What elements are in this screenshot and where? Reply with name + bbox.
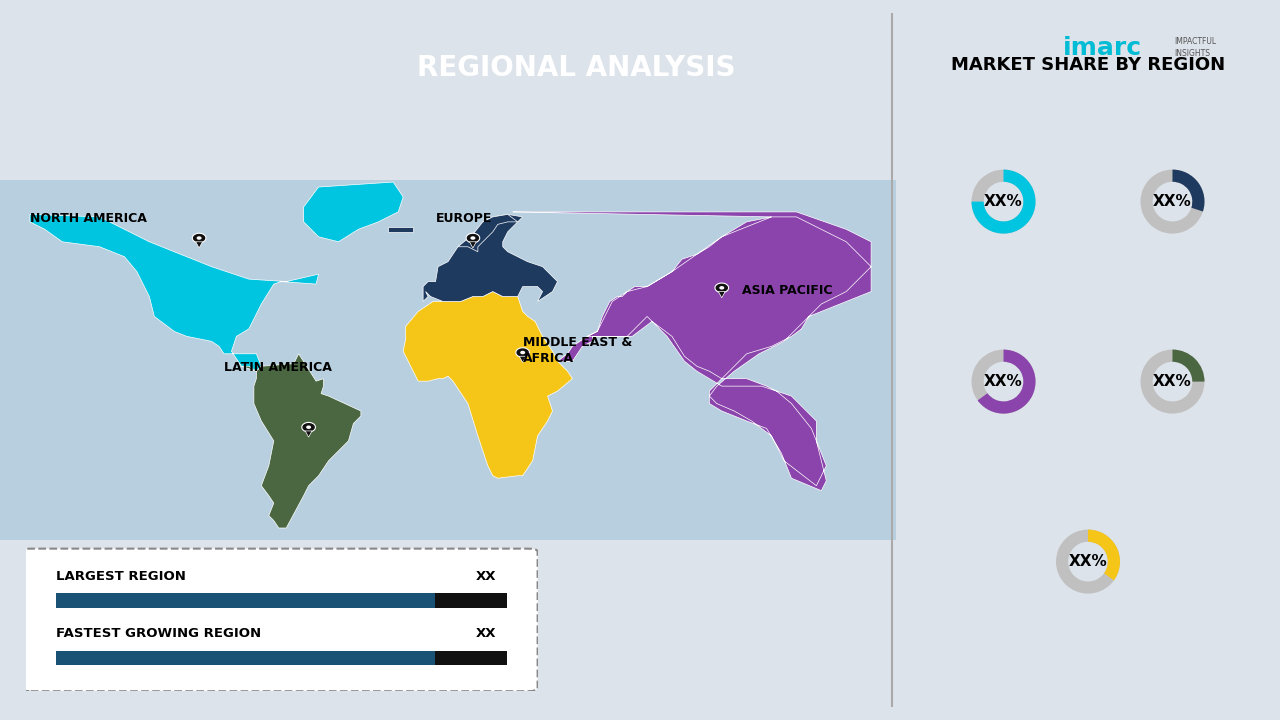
Text: XX%: XX% bbox=[1153, 194, 1192, 209]
Polygon shape bbox=[719, 286, 724, 289]
Bar bbox=[56, 651, 435, 665]
Wedge shape bbox=[1172, 350, 1204, 382]
Wedge shape bbox=[972, 170, 1036, 233]
Text: FASTEST GROWING REGION: FASTEST GROWING REGION bbox=[56, 627, 261, 640]
Text: REGIONAL ANALYSIS: REGIONAL ANALYSIS bbox=[417, 55, 735, 82]
FancyBboxPatch shape bbox=[20, 549, 538, 691]
Text: imarc: imarc bbox=[1062, 35, 1142, 60]
Text: XX: XX bbox=[476, 570, 497, 582]
Text: XX: XX bbox=[476, 627, 497, 640]
Polygon shape bbox=[520, 351, 525, 354]
Polygon shape bbox=[303, 182, 403, 242]
Text: XX%: XX% bbox=[984, 194, 1023, 209]
Text: NORTH AMERICA: NORTH AMERICA bbox=[29, 212, 147, 225]
Polygon shape bbox=[471, 236, 475, 240]
Polygon shape bbox=[718, 292, 726, 298]
Text: LARGEST REGION: LARGEST REGION bbox=[56, 570, 186, 582]
Polygon shape bbox=[403, 292, 593, 478]
Polygon shape bbox=[306, 426, 311, 429]
Wedge shape bbox=[1056, 530, 1120, 593]
Bar bbox=[435, 651, 507, 665]
Polygon shape bbox=[520, 356, 526, 362]
Polygon shape bbox=[424, 215, 558, 302]
Polygon shape bbox=[197, 236, 202, 240]
Polygon shape bbox=[470, 242, 476, 248]
Wedge shape bbox=[1140, 350, 1204, 413]
Text: MARKET SHARE BY REGION: MARKET SHARE BY REGION bbox=[951, 55, 1225, 73]
Polygon shape bbox=[466, 233, 480, 243]
Wedge shape bbox=[1088, 530, 1120, 580]
Polygon shape bbox=[242, 354, 361, 528]
Polygon shape bbox=[716, 283, 728, 292]
Text: LATIN AMERICA: LATIN AMERICA bbox=[224, 361, 332, 374]
Text: XX%: XX% bbox=[984, 374, 1023, 389]
Wedge shape bbox=[972, 170, 1036, 233]
Wedge shape bbox=[978, 350, 1036, 413]
Polygon shape bbox=[516, 348, 530, 357]
Polygon shape bbox=[196, 242, 202, 248]
Polygon shape bbox=[302, 423, 315, 432]
Text: XX%: XX% bbox=[1069, 554, 1107, 569]
Polygon shape bbox=[192, 233, 206, 243]
Polygon shape bbox=[29, 215, 319, 372]
Wedge shape bbox=[1172, 170, 1204, 212]
Wedge shape bbox=[1140, 170, 1204, 233]
Polygon shape bbox=[388, 227, 413, 232]
Wedge shape bbox=[972, 350, 1036, 413]
Bar bbox=[56, 593, 435, 608]
Polygon shape bbox=[458, 215, 517, 252]
Text: XX%: XX% bbox=[1153, 374, 1192, 389]
Text: MIDDLE EAST &
AFRICA: MIDDLE EAST & AFRICA bbox=[522, 336, 632, 365]
Bar bbox=[435, 593, 507, 608]
Polygon shape bbox=[305, 431, 312, 437]
Text: ASIA PACIFIC: ASIA PACIFIC bbox=[741, 284, 832, 297]
Text: IMPACTFUL
INSIGHTS: IMPACTFUL INSIGHTS bbox=[1174, 37, 1216, 58]
Text: EUROPE: EUROPE bbox=[435, 212, 492, 225]
Polygon shape bbox=[513, 212, 872, 490]
